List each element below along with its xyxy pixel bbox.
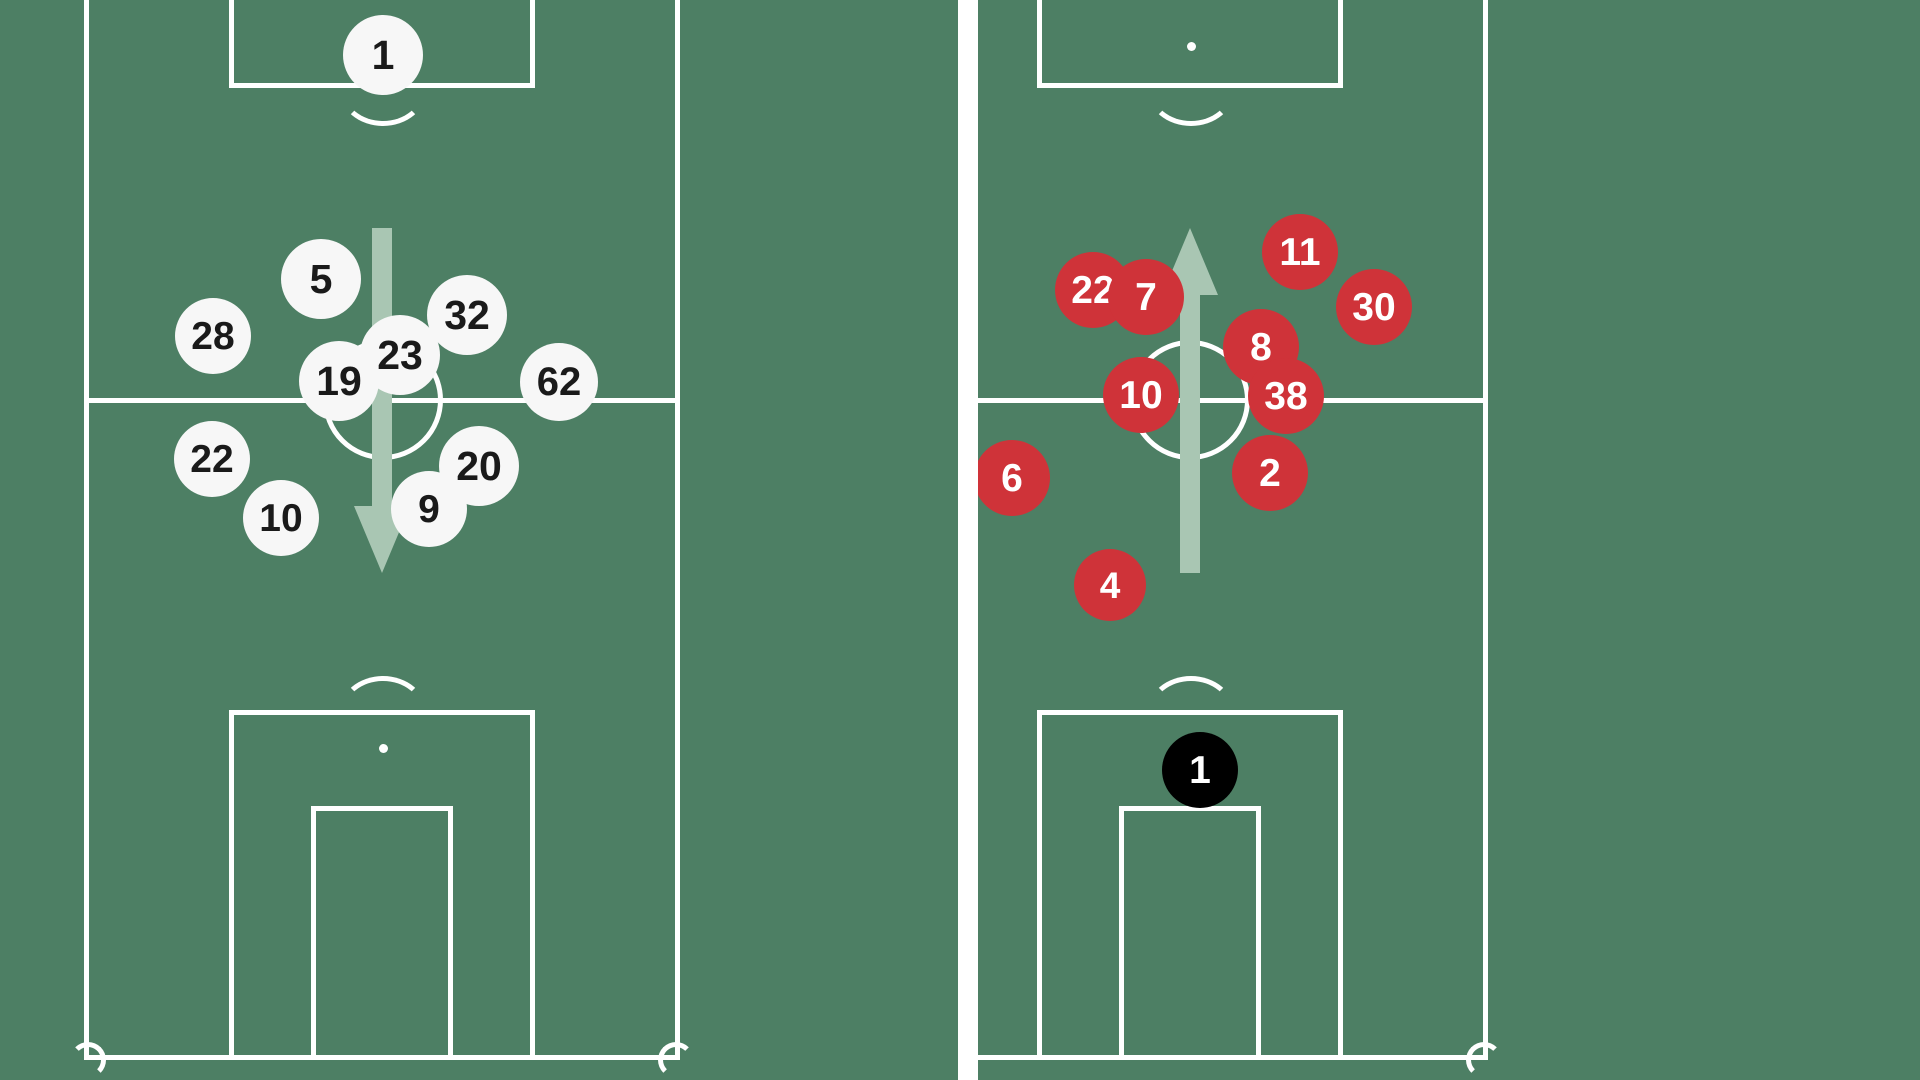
player-number: 5 xyxy=(309,255,333,302)
player-token-23[interactable]: 23 xyxy=(360,315,440,395)
home-pitch: 5 28 32 23 19 62 22 20 10 9 1 xyxy=(0,0,958,1080)
pitch-left-touchline-left xyxy=(84,0,89,1060)
pitch-divider xyxy=(958,0,978,1080)
player-token-22[interactable]: 22 xyxy=(174,421,250,497)
player-token-9[interactable]: 9 xyxy=(391,471,467,547)
goalkeeper-token[interactable]: 1 xyxy=(343,15,423,95)
player-token-5[interactable]: 5 xyxy=(281,239,361,319)
pitch-right-goal-area-bottom xyxy=(1119,806,1261,1060)
player-number: 6 xyxy=(1001,456,1023,500)
player-number: 30 xyxy=(1352,285,1396,329)
player-number: 19 xyxy=(316,357,362,404)
pitch-right-penalty-arc-bottom xyxy=(1147,676,1235,750)
player-number: 10 xyxy=(259,496,303,540)
pitch-left-penalty-arc-bottom xyxy=(339,676,427,750)
player-token-62[interactable]: 62 xyxy=(520,343,598,421)
player-token-28[interactable]: 28 xyxy=(175,298,251,374)
player-token-7[interactable]: 7 xyxy=(1108,259,1184,335)
player-number: 10 xyxy=(1119,373,1163,417)
player-token-4[interactable]: 4 xyxy=(1074,549,1146,621)
player-number: 9 xyxy=(418,487,440,531)
player-number: 7 xyxy=(1135,275,1157,319)
player-number: 62 xyxy=(536,360,582,404)
player-number: 22 xyxy=(190,437,234,481)
player-token-38[interactable]: 38 xyxy=(1248,358,1324,434)
away-pitch: 11 22 7 30 8 10 38 6 2 4 1 xyxy=(978,0,1920,1080)
pitch-left-corner-arc-bottom-right xyxy=(658,1042,694,1078)
player-token-30[interactable]: 30 xyxy=(1336,269,1412,345)
player-number: 1 xyxy=(371,31,395,78)
player-number: 38 xyxy=(1264,374,1308,418)
player-token-19[interactable]: 19 xyxy=(299,341,379,421)
player-number: 23 xyxy=(377,331,423,378)
pitch-right-touchline-right xyxy=(1483,0,1488,1060)
pitch-left-corner-arc-bottom-left xyxy=(70,1042,106,1078)
player-number: 11 xyxy=(1279,230,1321,274)
player-token-2[interactable]: 2 xyxy=(1232,435,1308,511)
player-number: 4 xyxy=(1099,564,1121,606)
pitch-left-penalty-spot-bottom xyxy=(379,744,388,753)
pitch-right-penalty-arc-top xyxy=(1147,52,1235,126)
player-token-32[interactable]: 32 xyxy=(427,275,507,355)
player-token-11[interactable]: 11 xyxy=(1262,214,1338,290)
pitch-left-goal-area-bottom xyxy=(311,806,453,1060)
player-token-6[interactable]: 6 xyxy=(978,440,1050,516)
pitch-right-corner-arc-bottom-right xyxy=(1466,1042,1502,1078)
pitch-left-touchline-right xyxy=(675,0,680,1060)
player-number: 22 xyxy=(1071,268,1115,312)
goalkeeper-token[interactable]: 1 xyxy=(1162,732,1238,808)
player-number: 28 xyxy=(191,314,235,358)
away-attacking-direction-arrow xyxy=(1160,228,1220,573)
player-number: 20 xyxy=(456,442,502,489)
pitch-left-penalty-arc-top xyxy=(339,52,427,126)
player-number: 1 xyxy=(1189,748,1211,792)
player-number: 2 xyxy=(1259,451,1281,495)
player-token-10[interactable]: 10 xyxy=(1103,357,1179,433)
player-number: 8 xyxy=(1250,325,1272,369)
player-token-10[interactable]: 10 xyxy=(243,480,319,556)
home-attacking-direction-arrow xyxy=(352,228,412,573)
pitch-right-penalty-spot-top xyxy=(1187,42,1196,51)
player-number: 32 xyxy=(444,291,490,338)
